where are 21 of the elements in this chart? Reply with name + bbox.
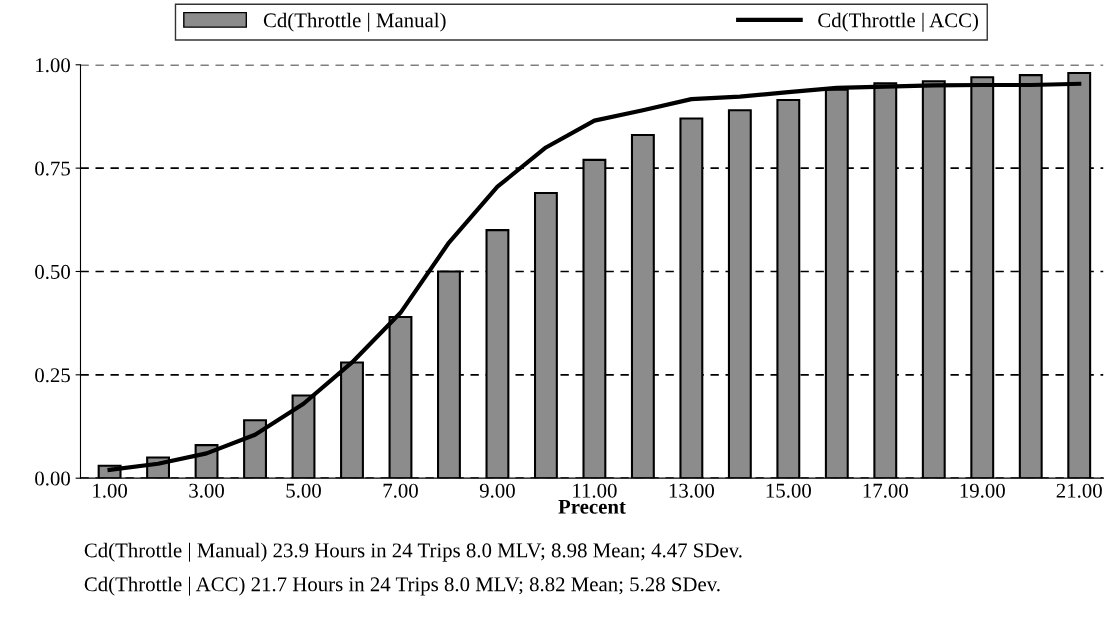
legend-label: Cd(Throttle | Manual) [263,12,446,32]
y-tick-label: 0.00 [35,471,70,486]
x-tick-label: 3.00 [189,483,224,498]
text: Cd(Throttle | Manual) 23.9 Hours in 24 Trips 8.0 MLV; 8.98 Mean; 4.47 SDev. [84,542,742,562]
x-tick-label: 7.00 [383,483,418,498]
x-tick-label: 21.00 [1056,483,1102,498]
x-tick-label: 19.00 [960,483,1005,498]
x-tick-label: 15.00 [766,483,811,498]
legend-label: Cd(Throttle | ACC) [818,12,978,32]
y-tick-label: 1.00 [36,58,70,73]
text: Cd(Throttle | ACC) 21.7 Hours in 24 Trips 8.0 MLV; 8.82 Mean; 5.28 SDev. [84,576,720,596]
x-tick-label: 11.00 [573,483,617,498]
x-tick-label: 1.00 [93,483,128,498]
y-tick-label: 0.50 [35,264,70,279]
x-tick-label: 13.00 [669,483,715,498]
x-axis-title: Precent [558,499,626,514]
y-tick-label: 0.25 [35,368,70,383]
y-tick-label: 0.75 [35,161,70,176]
x-tick-label: 9.00 [479,483,515,498]
x-tick-label: 17.00 [863,483,908,498]
x-tick-label: 5.00 [286,483,321,498]
